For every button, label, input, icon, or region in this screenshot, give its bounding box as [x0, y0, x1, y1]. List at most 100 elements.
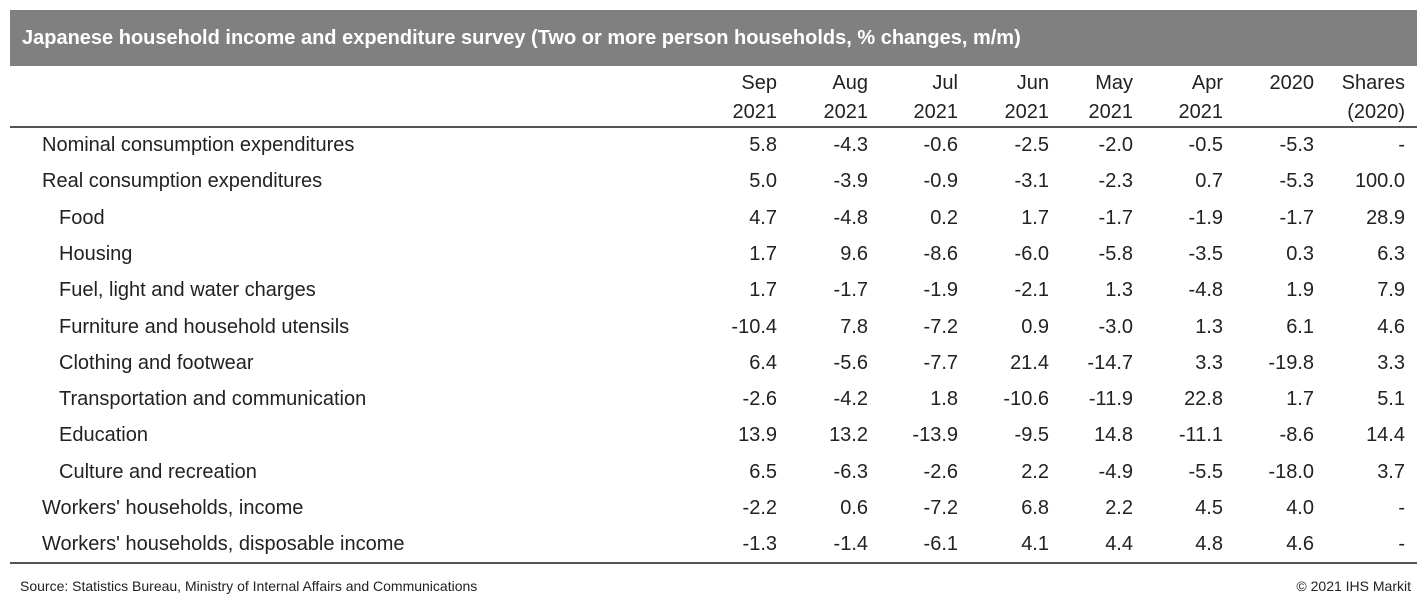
table-cell: -6.3 [833, 460, 868, 483]
table-cell: -19.8 [1268, 351, 1314, 374]
table-cell: -3.0 [1098, 315, 1133, 338]
table-cell: 3.3 [1377, 351, 1405, 374]
table-cell: 4.1 [1021, 533, 1049, 556]
table-cell: 1.3 [1195, 315, 1223, 338]
table-cell: -8.6 [1279, 424, 1314, 447]
table-cell: 1.7 [749, 279, 777, 302]
table-cell: -5.3 [1279, 170, 1314, 193]
table-cell: - [1398, 497, 1405, 519]
table-cell: -11.1 [1178, 424, 1223, 447]
row-label: Furniture and household utensils [59, 315, 350, 338]
table-cell: 4.5 [1195, 497, 1223, 519]
table-cell: -2.5 [1014, 134, 1049, 156]
table-cell: 6.3 [1377, 242, 1405, 265]
table-cell: -0.6 [923, 134, 958, 156]
row-label: Housing [59, 242, 133, 265]
table-cell: 1.7 [1286, 388, 1314, 411]
table-cell: -6.1 [923, 533, 958, 556]
column-header: 2021 [1088, 101, 1134, 123]
table-cell: -13.9 [912, 424, 958, 447]
table-cell: -1.3 [742, 533, 777, 556]
table-cell: 2.2 [1021, 460, 1049, 483]
column-header: Sep [741, 72, 777, 94]
table-cell: -1.7 [1279, 206, 1314, 229]
table-cell: -7.7 [923, 351, 958, 374]
table-cell: 2.2 [1105, 497, 1133, 519]
source-note: Source: Statistics Bureau, Ministry of I… [20, 578, 478, 594]
table-cell: 6.4 [749, 351, 777, 374]
table-cell: -1.7 [833, 279, 868, 302]
table-cell: 1.7 [1021, 206, 1049, 229]
table-cell: -5.6 [833, 351, 868, 374]
table-cell: 6.8 [1021, 497, 1049, 519]
column-header: 2021 [1004, 101, 1050, 123]
column-header: 2020 [1269, 72, 1315, 94]
table-cell: 1.3 [1105, 279, 1133, 302]
row-label: Fuel, light and water charges [59, 279, 316, 302]
table-cell: -9.5 [1014, 424, 1049, 447]
table-cell: - [1398, 533, 1405, 556]
column-header: 2021 [823, 101, 869, 123]
table-cell: -5.8 [1098, 242, 1133, 265]
row-label: Real consumption expenditures [42, 170, 323, 193]
table-cell: -4.3 [833, 134, 868, 156]
table-cell: -1.7 [1098, 206, 1133, 229]
row-label: Workers' households, income [42, 497, 304, 519]
table-cell: -4.9 [1098, 460, 1133, 483]
table-cell: - [1398, 134, 1405, 156]
table-cell: 21.4 [1010, 351, 1049, 374]
table-cell: 3.3 [1195, 351, 1223, 374]
table-cell: -2.3 [1098, 170, 1133, 193]
table-cell: -14.7 [1087, 351, 1133, 374]
table-cell: 1.7 [749, 242, 777, 265]
row-label: Education [59, 424, 148, 447]
table-cell: 14.4 [1366, 424, 1405, 447]
column-header: Jul [932, 72, 958, 94]
table-cell: 7.8 [840, 315, 868, 338]
row-label: Clothing and footwear [59, 351, 254, 374]
table-cell: 4.0 [1286, 497, 1314, 519]
row-label: Food [59, 206, 105, 229]
table-cell: 6.5 [749, 460, 777, 483]
table-cell: -2.6 [742, 388, 777, 411]
table-cell: -3.1 [1014, 170, 1049, 193]
table-cell: 5.8 [749, 134, 777, 156]
table-cell: 3.7 [1377, 460, 1405, 483]
table-cell: -2.6 [923, 460, 958, 483]
table-cell: 1.9 [1286, 279, 1314, 302]
row-label: Workers' households, disposable income [42, 533, 405, 556]
table-cell: -5.3 [1279, 134, 1314, 156]
column-header: 2021 [1178, 101, 1224, 123]
table-cell: -1.9 [1188, 206, 1223, 229]
table-cell: 4.6 [1377, 315, 1405, 338]
table-cell: 0.2 [930, 206, 958, 229]
column-header: (2020) [1347, 101, 1405, 123]
table-cell: -4.8 [1188, 279, 1223, 302]
table-cell: 4.4 [1105, 533, 1133, 556]
header-rule [10, 126, 1417, 128]
table-cell: -7.2 [923, 315, 958, 338]
table-cell: -11.9 [1088, 388, 1133, 411]
table-cell: -2.2 [742, 497, 777, 519]
column-header: Aug [832, 72, 868, 94]
table-cell: 0.7 [1195, 170, 1223, 193]
table-cell: 13.2 [829, 424, 868, 447]
table-cell: -10.4 [731, 315, 777, 338]
table-cell: 9.6 [840, 242, 868, 265]
table-cell: 100.0 [1354, 170, 1405, 193]
column-header: 2021 [913, 101, 959, 123]
row-label: Culture and recreation [59, 460, 257, 483]
column-header: Apr [1191, 72, 1223, 94]
table-cell: 5.1 [1377, 388, 1405, 411]
table-cell: 4.7 [749, 206, 777, 229]
table-cell: -5.5 [1188, 460, 1223, 483]
row-label: Transportation and communication [59, 388, 367, 411]
table-cell: 4.8 [1195, 533, 1223, 556]
table-cell: 1.8 [930, 388, 958, 411]
row-label: Nominal consumption expenditures [42, 134, 355, 156]
table-cell: 5.0 [749, 170, 777, 193]
column-header: May [1095, 72, 1133, 94]
table-cell: -1.4 [833, 533, 868, 556]
table-cell: 6.1 [1286, 315, 1314, 338]
